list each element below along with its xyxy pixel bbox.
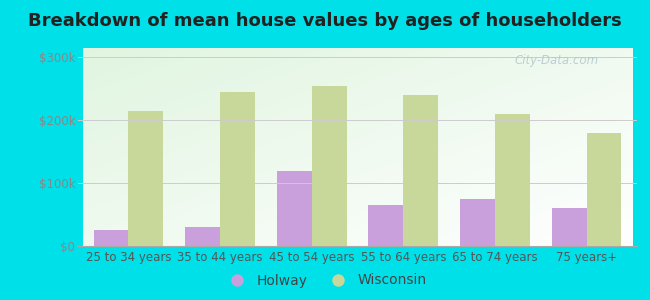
Bar (277, 171, 312, 246)
Bar (552, 208, 586, 246)
Bar (369, 205, 403, 246)
Bar (403, 95, 438, 246)
Bar (460, 199, 495, 246)
Bar (129, 111, 163, 246)
Bar (220, 92, 255, 246)
Text: Breakdown of mean house values by ages of householders: Breakdown of mean house values by ages o… (28, 12, 622, 30)
Bar (586, 133, 621, 246)
Bar (94, 230, 129, 246)
Legend: Holway, Wisconsin: Holway, Wisconsin (218, 268, 432, 293)
Text: City-Data.com: City-Data.com (514, 54, 598, 67)
Bar (312, 86, 346, 246)
Bar (495, 114, 530, 246)
Bar (185, 227, 220, 246)
